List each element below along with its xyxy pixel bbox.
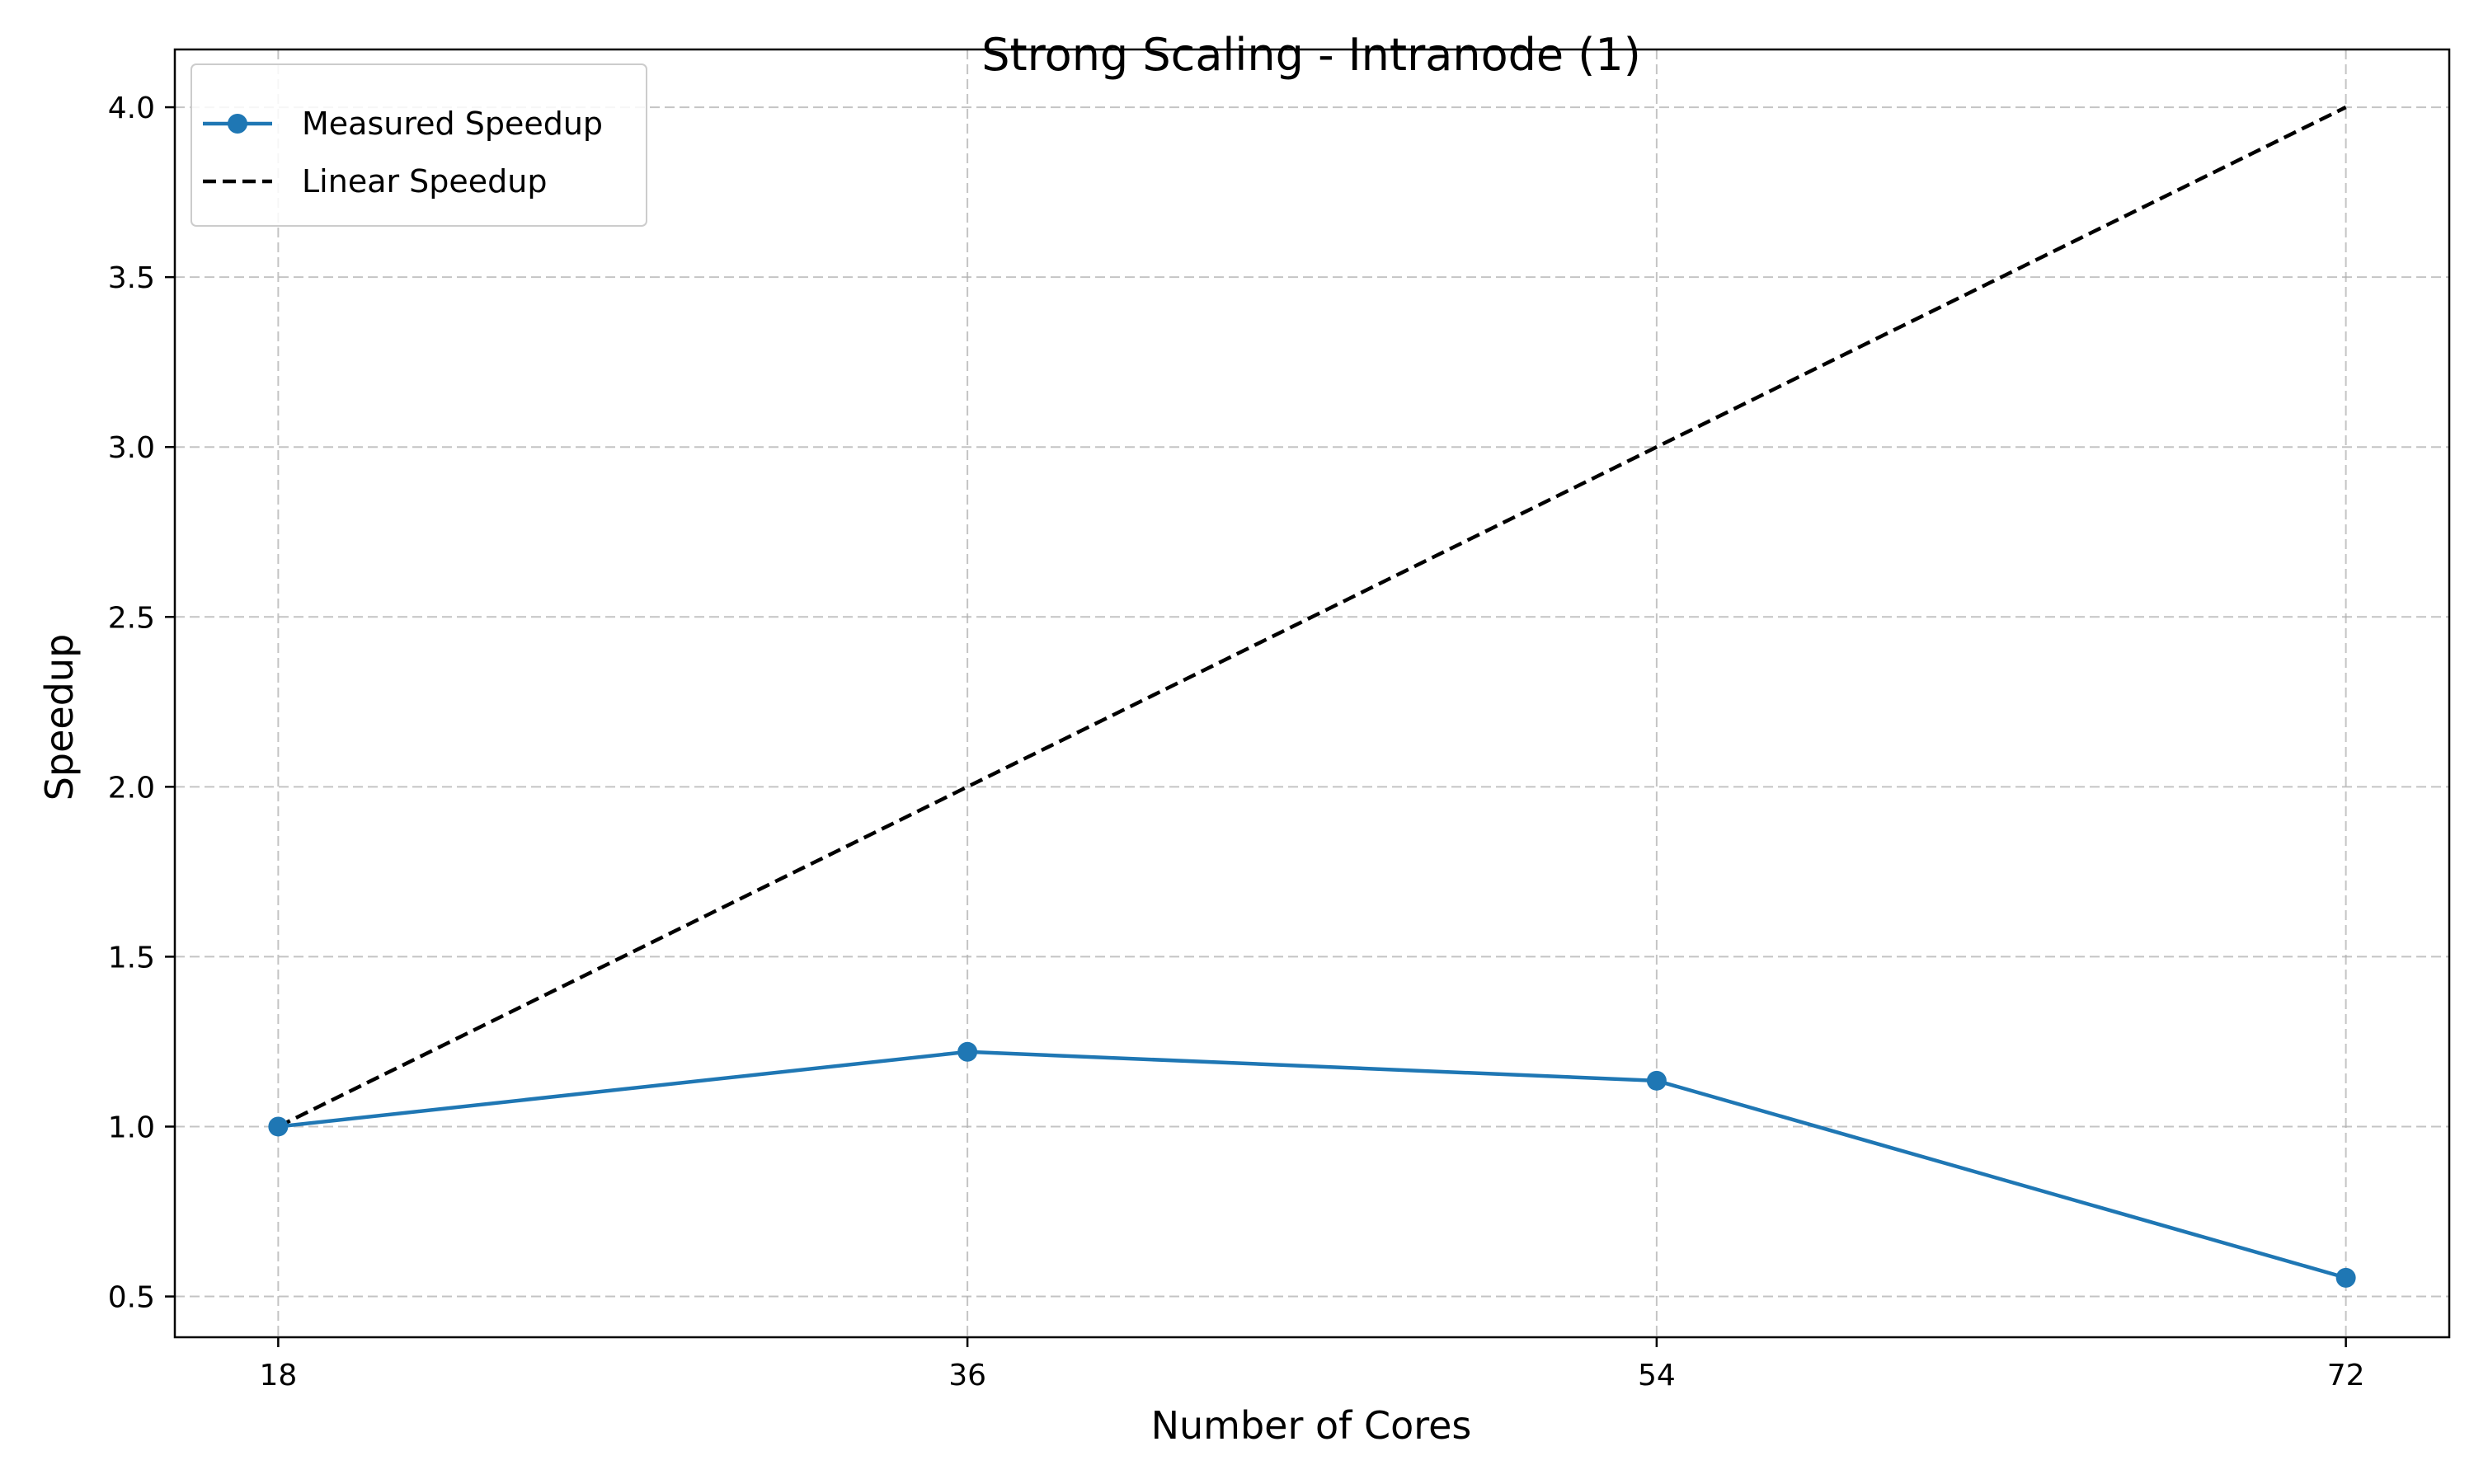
series-layer (268, 106, 2356, 1288)
y-tick-label: 2.5 (108, 601, 155, 635)
y-tick-label: 1.5 (108, 941, 155, 974)
legend: Measured Speedup Linear Speedup (190, 63, 647, 227)
legend-linear-speedup-label: Linear Speedup (302, 163, 548, 200)
x-tick-label: 72 (2327, 1359, 2365, 1392)
plot-frame (173, 48, 2451, 1339)
x-axis-label: Number of Cores (1151, 1403, 1472, 1448)
y-tick-label: 0.5 (108, 1281, 155, 1315)
measured-speedup-point (2335, 1267, 2356, 1288)
x-tick-label: 36 (948, 1359, 986, 1392)
y-tick-label: 4.0 (108, 92, 155, 125)
legend-measured-speedup-marker (228, 114, 247, 134)
x-tick-label: 18 (259, 1359, 297, 1392)
measured-speedup-point (268, 1116, 289, 1137)
measured-speedup-point (1646, 1070, 1667, 1091)
y-tick-label: 3.5 (108, 261, 155, 295)
linear-speedup-line (277, 106, 2347, 1129)
legend-box (190, 63, 647, 227)
grid (175, 49, 2449, 1337)
y-tick-label: 1.0 (108, 1111, 155, 1144)
y-tick-label: 3.0 (108, 431, 155, 465)
y-tick-label: 2.0 (108, 771, 155, 805)
measured-speedup-point (957, 1041, 978, 1062)
x-tick-label: 54 (1638, 1359, 1676, 1392)
measured-speedup-line (278, 1050, 2347, 1280)
y-axis-label: Speedup (37, 634, 82, 801)
chart-title: Strong Scaling - Intranode (1) (981, 29, 1641, 81)
ticks: 18 36 54 72 0.5 1.0 1.5 2.0 2.5 3.0 3.5 4.0 (108, 92, 2365, 1392)
legend-measured-speedup-label: Measured Speedup (302, 106, 603, 142)
